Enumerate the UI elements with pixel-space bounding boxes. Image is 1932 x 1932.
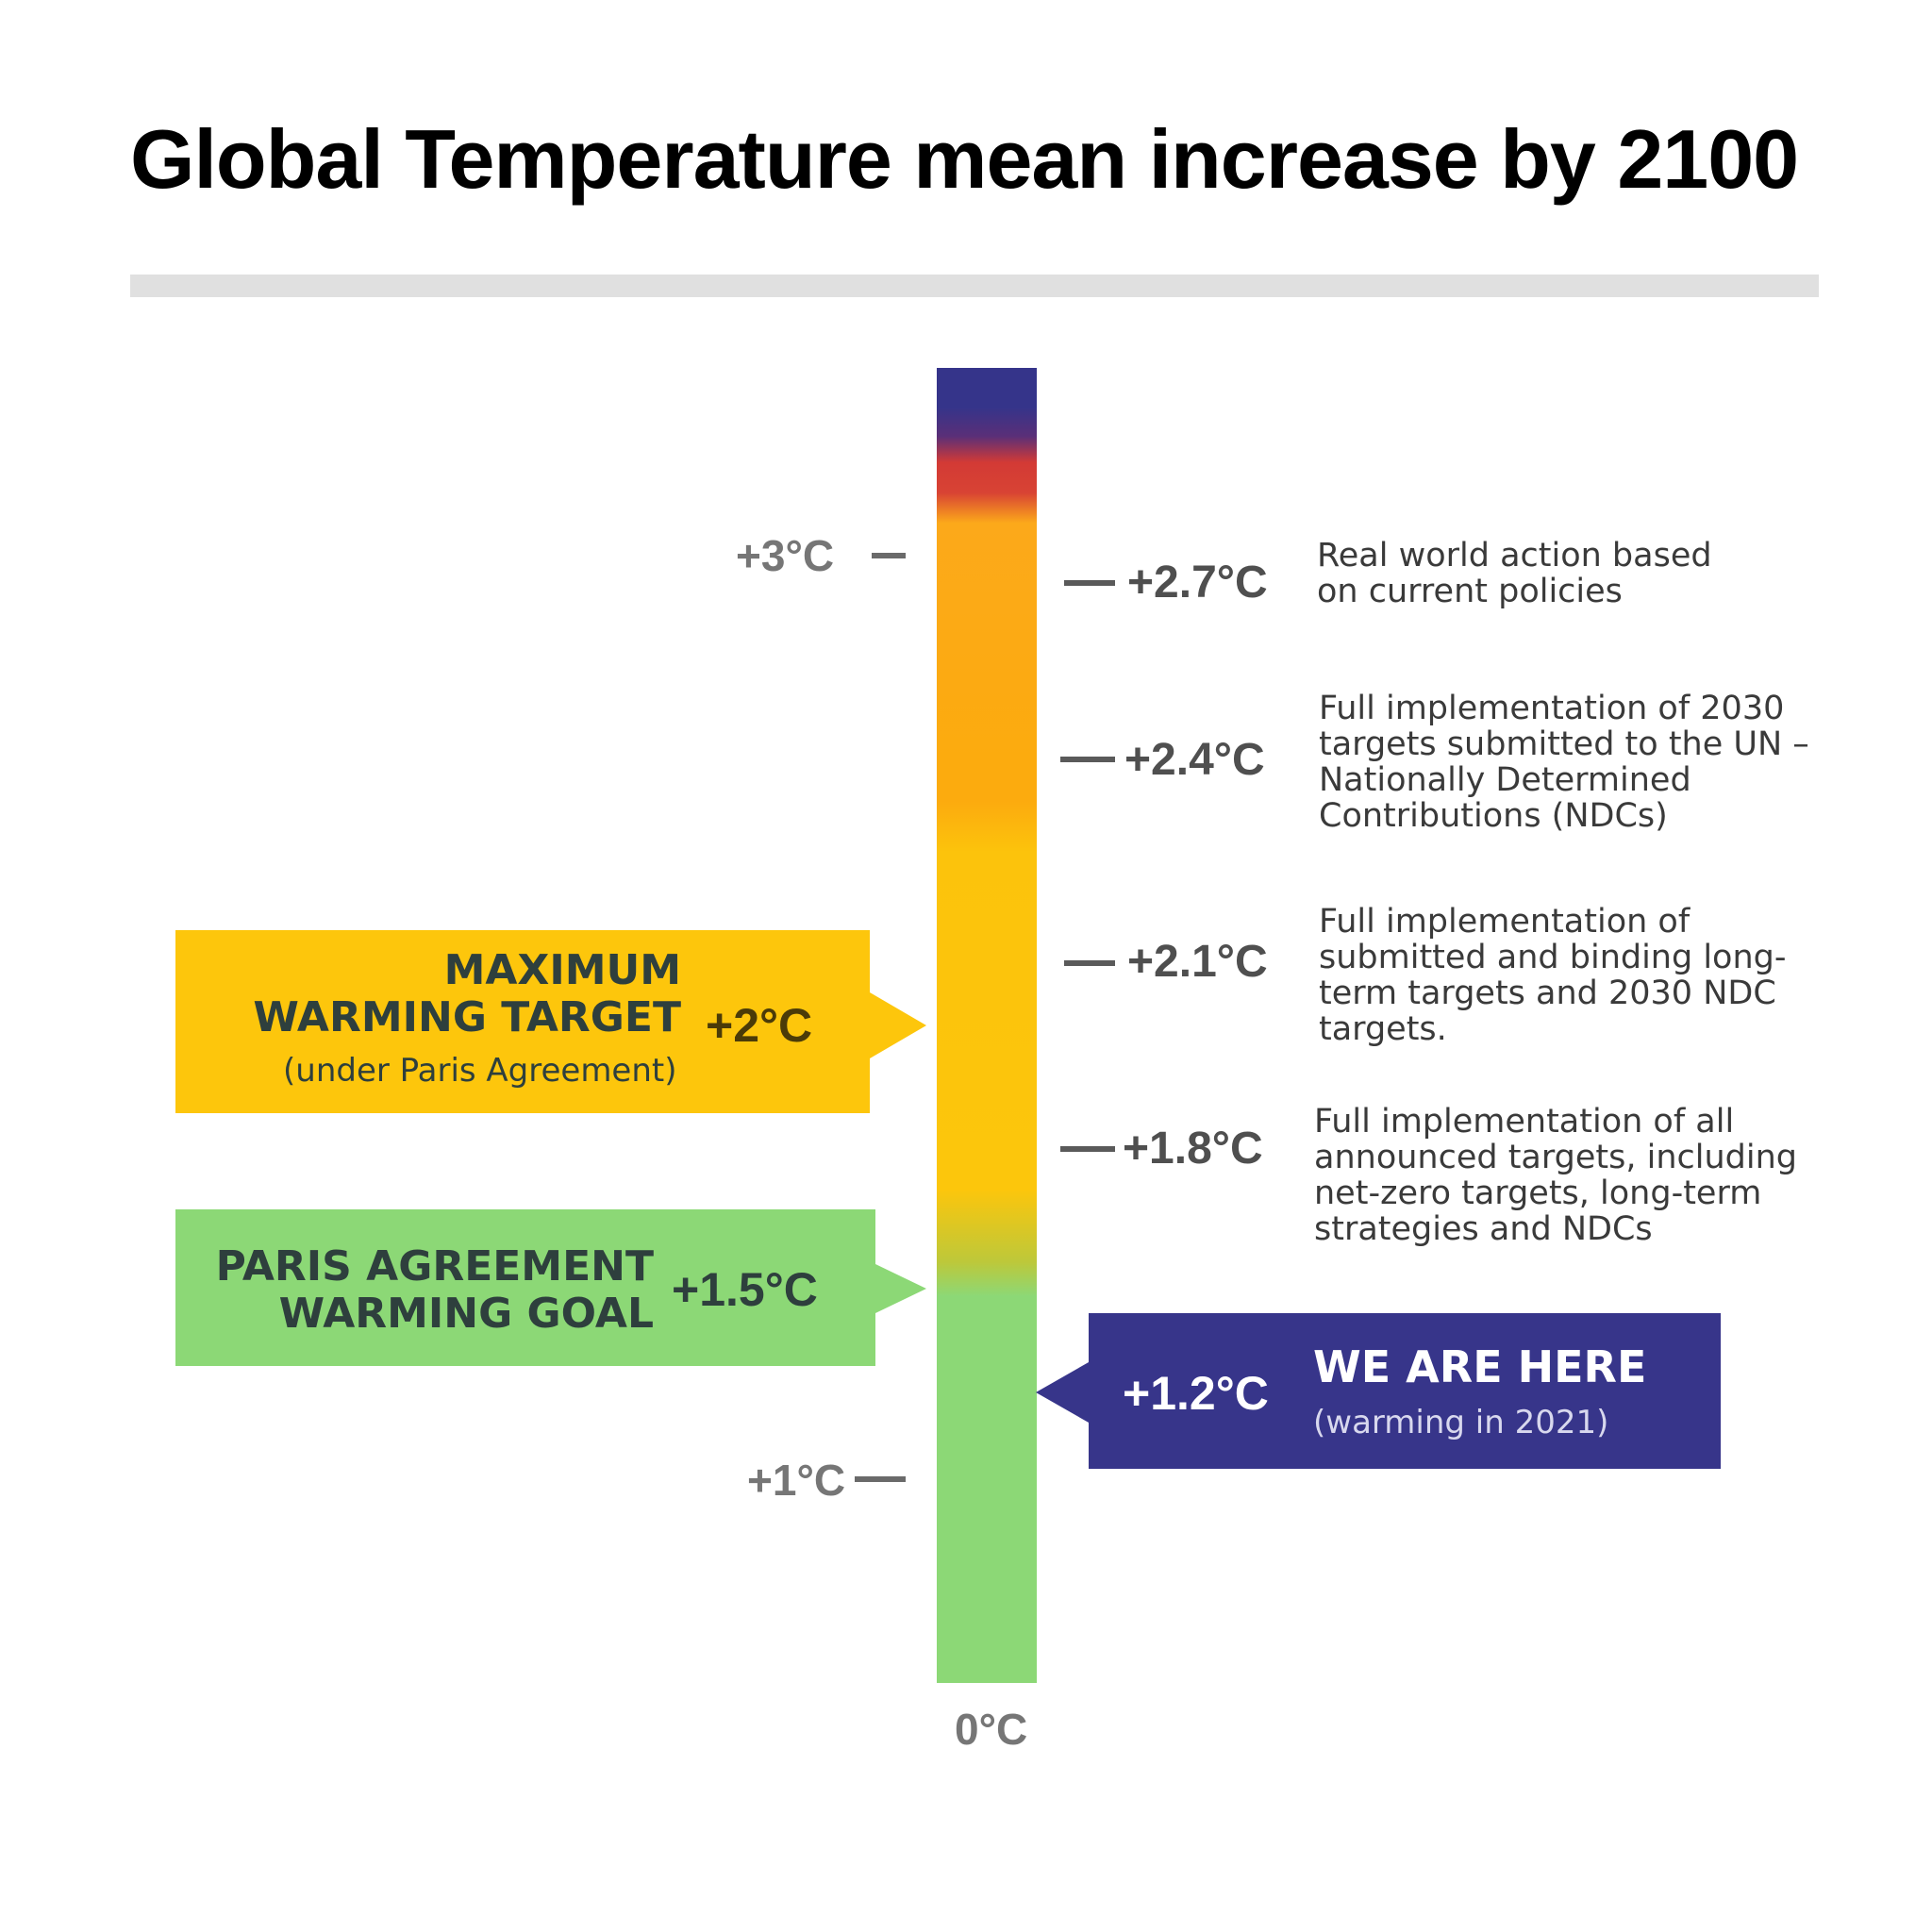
we-are-here-value: +1.2°C xyxy=(1123,1367,1269,1420)
max-target-callout-shape xyxy=(175,930,926,1113)
paris-goal-heading: PARIS AGREEMENT WARMING GOAL xyxy=(215,1242,654,1338)
we-are-here-subtitle: (warming in 2021) xyxy=(1313,1404,1609,1441)
scale-label-0c: 0°C xyxy=(955,1705,1028,1754)
scenario-value: +2.7°C xyxy=(1127,558,1268,608)
scenario-tick xyxy=(1060,757,1115,762)
scenario-value: +2.1°C xyxy=(1127,937,1268,987)
scenario-tick xyxy=(1060,1146,1115,1152)
max-target-value: +2°C xyxy=(706,999,813,1052)
scenario-description: Real world action based on current polic… xyxy=(1317,537,1712,610)
scenario-value: +2.4°C xyxy=(1124,735,1265,785)
scale-label-1c: +1°C xyxy=(747,1456,846,1505)
temperature-scale-bar xyxy=(937,368,1037,1683)
we-are-here-heading: WE ARE HERE xyxy=(1313,1341,1647,1392)
scale-tick-1c xyxy=(855,1476,906,1482)
scenario-description: Full implementation of submitted and bin… xyxy=(1319,903,1787,1048)
scale-label-3c: +3°C xyxy=(736,531,835,580)
we-are-here-callout-shape xyxy=(1036,1313,1721,1469)
max-target-heading: MAXIMUM WARMING TARGET xyxy=(253,946,681,1041)
title-divider xyxy=(130,275,1819,297)
scenario-tick xyxy=(1064,960,1115,966)
scenario-description: Full implementation of all announced tar… xyxy=(1314,1103,1798,1248)
scenario-tick xyxy=(1064,580,1115,586)
paris-goal-callout-shape xyxy=(175,1209,926,1366)
paris-goal-value: +1.5°C xyxy=(672,1263,818,1316)
max-target-subtitle: (under Paris Agreement) xyxy=(283,1052,677,1090)
scenario-description: Full implementation of 2030 targets subm… xyxy=(1319,690,1809,835)
scenario-value: +1.8°C xyxy=(1123,1124,1263,1174)
page-title: Global Temperature mean increase by 2100 xyxy=(130,112,1799,206)
scale-tick-3c xyxy=(872,553,906,558)
